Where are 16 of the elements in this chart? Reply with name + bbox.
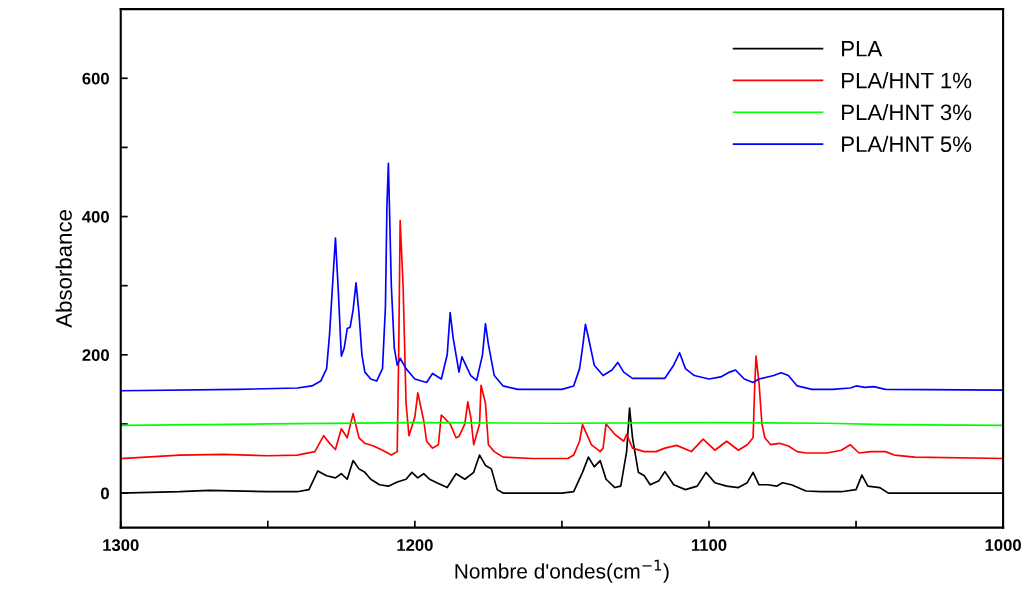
legend-label: PLA/HNT 1% (842, 72, 972, 89)
legend-label: PLA (842, 41, 883, 57)
y-tick-label: 200 (82, 349, 109, 362)
y-tick-label: 0 (101, 487, 109, 500)
y-axis-title: Absorbance (55, 210, 72, 328)
y-tick-label: 400 (82, 210, 109, 223)
x-tick-label: 1100 (691, 539, 727, 551)
y-tick-label: 600 (82, 72, 109, 85)
line-series (120, 219, 1004, 460)
legend-label: PLA/HNT 5% (842, 135, 972, 153)
x-tick-label: 1000 (985, 539, 1021, 551)
line-series (120, 162, 1004, 392)
x-tick-label: 1300 (103, 539, 139, 552)
legend-label: PLA/HNT 3% (842, 103, 972, 121)
x-axis-title: Nombre d'ondes(cm$^{−1}$) (455, 559, 669, 583)
x-tick-label: 1200 (397, 539, 433, 551)
